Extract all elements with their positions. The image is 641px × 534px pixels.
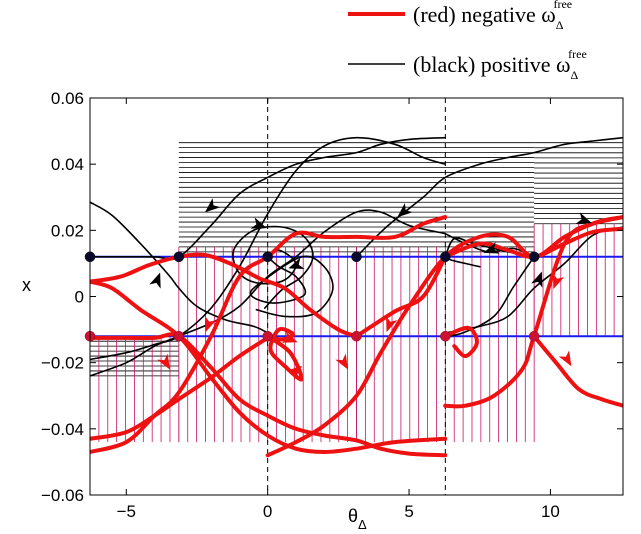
legend-label-red-main: (red) negative ω <box>413 2 556 27</box>
black-fixed-point <box>440 251 451 263</box>
legend-label-black-main: (black) positive ω <box>413 52 570 77</box>
y-axis-label: x <box>22 275 31 295</box>
x-axis-label: θΔ <box>348 506 367 532</box>
legend-label-black-sub: Δ <box>570 68 578 82</box>
legend-label-black: (black) positive ωΔfree <box>413 47 587 82</box>
x-axis-label-sub: Δ <box>358 517 367 532</box>
legend-label-red-sub: Δ <box>556 18 564 32</box>
red-trajectory <box>90 279 448 454</box>
x-tick-label: 5 <box>404 502 413 521</box>
red-arrow <box>157 353 170 370</box>
red-arrow <box>558 350 572 367</box>
y-tick-label: 0.04 <box>51 155 84 174</box>
red-trajectory <box>443 215 623 409</box>
red-trajectory <box>90 252 359 339</box>
black-arrow <box>531 271 543 288</box>
black-fixed-point <box>528 251 540 263</box>
red-arrow <box>286 365 303 380</box>
black-arrow <box>250 217 267 229</box>
fixed-points <box>84 251 540 342</box>
legend-label-red-sup: free <box>553 0 572 11</box>
black-arrow <box>575 212 592 224</box>
red-arrow <box>386 315 398 333</box>
black-arrow <box>483 242 500 254</box>
legend-label-red: (red) negative ωΔfree <box>413 0 572 32</box>
x-tick-label: 0 <box>263 502 272 521</box>
red-trajectory <box>532 334 623 408</box>
legend-label-black-sup: free <box>568 47 587 61</box>
x-axis-label-main: θ <box>348 506 358 526</box>
hatch-region <box>533 223 623 337</box>
red-trajectory <box>443 325 479 359</box>
black-trajectory <box>249 255 334 318</box>
hatch-region <box>534 142 623 225</box>
axes: −5 0 5 10 −0.06 −0.04 −0.02 0 0.02 0.04 0.06 <box>41 89 623 521</box>
red-fixed-point <box>262 330 273 342</box>
hatch-region <box>90 336 180 443</box>
hatch-region <box>356 246 535 443</box>
black-fixed-point <box>262 251 273 263</box>
red-arrow <box>552 272 565 290</box>
x-tick-label: 10 <box>541 502 560 521</box>
y-tick-label: 0.02 <box>51 221 84 240</box>
y-tick-label: −0.02 <box>41 354 84 373</box>
black-fixed-point <box>173 251 185 263</box>
red-trajectory <box>90 335 270 441</box>
trajectory-curves <box>90 136 623 458</box>
black-trajectory <box>90 201 269 334</box>
red-fixed-point <box>173 330 185 342</box>
black-arrow <box>149 272 161 289</box>
y-tick-label: −0.04 <box>41 420 84 439</box>
x-tick-label: −5 <box>117 502 136 521</box>
y-tick-label: −0.06 <box>41 486 84 505</box>
red-fixed-point <box>440 330 451 342</box>
black-trajectory <box>90 136 446 361</box>
black-arrow <box>204 198 221 213</box>
red-fixed-point <box>528 330 540 342</box>
black-arrow <box>288 257 305 269</box>
red-fixed-point <box>351 330 362 342</box>
black-trajectory <box>444 256 481 268</box>
red-trajectory <box>90 332 448 458</box>
legend: (red) negative ωΔfree (black) positive ω… <box>348 0 587 82</box>
red-trajectory <box>265 327 304 382</box>
y-tick-label: 0 <box>75 288 84 307</box>
red-arrow <box>281 331 298 343</box>
black-arrow <box>397 203 413 218</box>
red-arrow <box>335 353 348 370</box>
red-trajectory <box>354 254 448 339</box>
y-tick-label: 0.06 <box>51 89 84 108</box>
black-trajectory <box>444 256 535 337</box>
black-trajectory <box>90 136 446 260</box>
red-arrow <box>205 315 217 333</box>
direction-arrows <box>149 198 592 380</box>
black-fixed-point <box>351 251 362 263</box>
